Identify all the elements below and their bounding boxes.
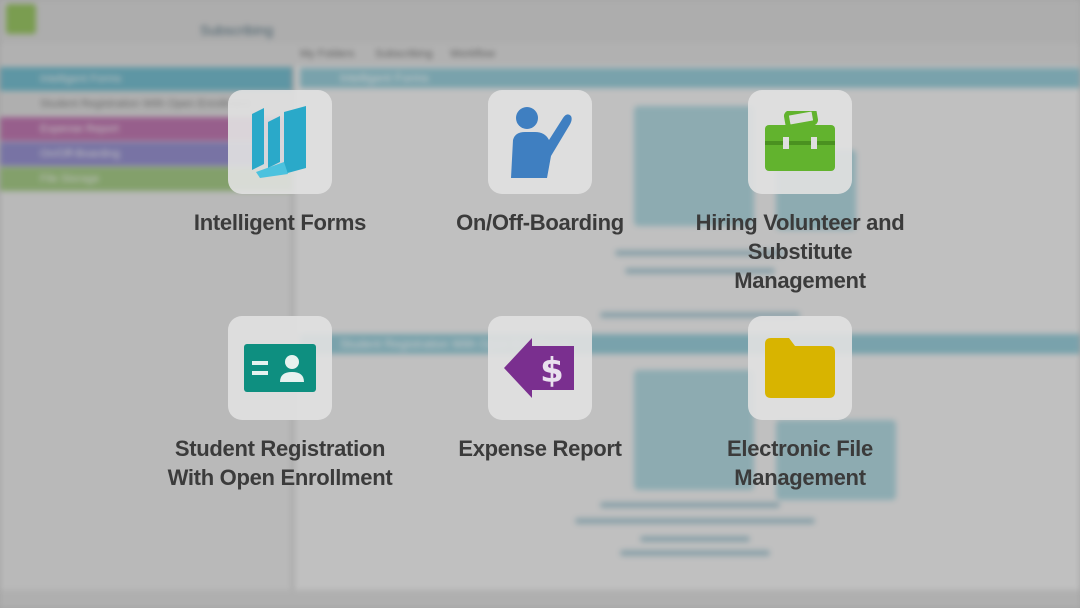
app-tile-on-off-boarding[interactable]: On/Off-Boarding [420, 90, 660, 237]
app-label: Electronic File Management [727, 436, 873, 490]
ghost-text [575, 518, 815, 524]
ghost-text [600, 312, 800, 318]
app-tile-expense-report[interactable]: $ Expense Report [420, 316, 660, 463]
breadcrumb-item[interactable]: My Folders [300, 48, 355, 60]
status-bar [0, 590, 1080, 608]
app-title: Subscribing [200, 22, 274, 38]
app-label: Expense Report [458, 436, 622, 461]
folder-icon [765, 338, 835, 398]
app-icon-container[interactable] [228, 316, 332, 420]
app-label: Student Registration With Open Enrollmen… [167, 436, 393, 490]
ghost-tile [776, 420, 896, 500]
app-icon-container[interactable]: $ [488, 316, 592, 420]
app-icon-container[interactable] [748, 316, 852, 420]
breadcrumb-item[interactable]: Subscribing [375, 48, 433, 60]
dollar-arrow-icon: $ [504, 338, 574, 398]
ghost-text [615, 250, 785, 256]
app-icon-container[interactable] [748, 90, 852, 194]
app-icon-container[interactable] [488, 90, 592, 194]
panel-header: Intelligent Forms [300, 68, 1080, 88]
app-label: Intelligent Forms [193, 210, 367, 235]
app-tile-student-registration[interactable]: Student Registration With Open Enrollmen… [160, 316, 400, 492]
app-tile-intelligent-forms[interactable]: Intelligent Forms [160, 90, 400, 237]
ghost-text [640, 536, 750, 542]
ghost-tile [634, 370, 754, 490]
breadcrumb-item[interactable]: Workflow [450, 48, 496, 60]
app-icon-container[interactable] [228, 90, 332, 194]
app-label: On/Off-Boarding [456, 210, 624, 235]
person-waving-icon [511, 107, 572, 178]
app-label: Hiring Volunteer and Substitute Manageme… [695, 210, 905, 293]
tree-item[interactable]: Intelligent Forms [0, 67, 292, 91]
app-logo [6, 4, 36, 34]
briefcase-icon [765, 111, 835, 171]
app-tile-hiring-volunteer[interactable]: Hiring Volunteer and Substitute Manageme… [680, 90, 920, 295]
ghost-text [620, 550, 770, 556]
ghost-tile [634, 106, 754, 226]
app-header: Subscribing [0, 0, 1080, 44]
ghost-text [600, 502, 780, 508]
book-forms-icon [252, 106, 306, 178]
id-card-icon [244, 344, 316, 392]
svg-text:$: $ [540, 351, 564, 391]
app-tile-electronic-file-management[interactable]: Electronic File Management [680, 316, 920, 492]
ghost-text [625, 268, 775, 274]
breadcrumb: My Folders Subscribing Workflow [0, 44, 1080, 66]
